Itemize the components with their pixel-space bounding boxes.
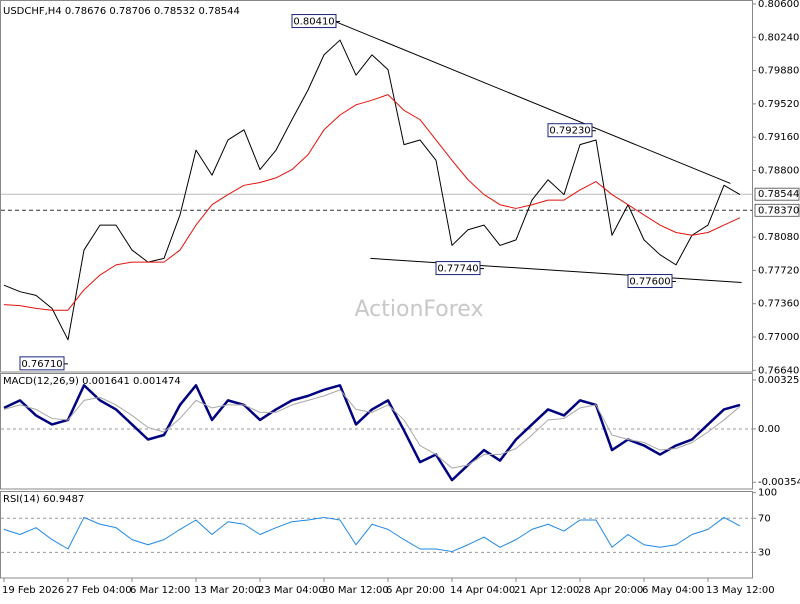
x-tick-label: 19 Feb 2026	[2, 585, 64, 596]
y-tick-label: 0.79160	[758, 132, 799, 143]
y-tick-label: 0.78800	[758, 166, 799, 177]
annotation-box	[627, 274, 673, 289]
series-line	[3, 94, 741, 311]
trendline	[335, 21, 731, 184]
annotation-label: 0.77600	[629, 277, 670, 288]
price-label-box	[754, 203, 800, 217]
x-tick-label: 6 Mar 12:00	[130, 585, 190, 596]
y-tick-label: 0.78080	[758, 232, 799, 243]
annotation-box	[547, 123, 593, 138]
y-tick-label: 0.77000	[758, 332, 799, 343]
annotation-label: 0.80410	[293, 17, 334, 28]
y-tick-label: 0.77720	[758, 265, 799, 276]
series-line	[3, 39, 741, 341]
y-tick-label: 0.80600	[758, 0, 799, 10]
annotation-box	[291, 14, 337, 29]
macd-title: MACD(12,26,9) 0.001641 0.001474	[3, 376, 181, 387]
x-tick-label: 21 Apr 12:00	[514, 585, 579, 596]
x-tick-label: 14 Apr 04:00	[450, 585, 515, 596]
y-tick-label: 0.77360	[758, 299, 799, 310]
macd-panel-frame	[0, 373, 753, 490]
y-tick-label: 0.79520	[758, 99, 799, 110]
annotation-label: 0.77740	[437, 264, 478, 275]
x-tick-label: 6 May 04:00	[642, 585, 704, 596]
annotation-box	[435, 261, 481, 276]
trendline	[370, 257, 742, 283]
price-label: 0.78370	[758, 205, 799, 216]
chart-title: USDCHF,H4 0.78676 0.78706 0.78532 0.7854…	[3, 6, 240, 17]
main-panel-frame	[0, 0, 753, 373]
y-tick-label: 0.79880	[758, 66, 799, 77]
annotation-box	[19, 356, 65, 371]
series-line	[3, 516, 741, 553]
x-tick-label: 6 Apr 20:00	[386, 585, 445, 596]
y-tick-label: 70	[758, 513, 771, 524]
y-tick-label: 0.00	[758, 424, 780, 435]
watermark: ActionForex	[355, 297, 484, 322]
series-line	[3, 384, 741, 482]
x-tick-label: 13 May 12:00	[706, 585, 775, 596]
x-tick-label: 30 Mar 12:00	[322, 585, 389, 596]
x-tick-label: 28 Apr 20:00	[578, 585, 643, 596]
y-tick-label: 0.80240	[758, 32, 799, 43]
price-label: 0.78544	[758, 189, 799, 200]
rsi-title: RSI(14) 60.9487	[3, 494, 84, 505]
y-tick-label: 100	[758, 488, 777, 499]
y-tick-label: 0.76640	[758, 365, 799, 376]
y-tick-label: -0.00354	[758, 477, 800, 488]
x-tick-label: 27 Feb 04:00	[66, 585, 132, 596]
series-line	[3, 389, 741, 469]
y-tick-label: 0.003256	[758, 375, 800, 386]
rsi-panel-frame	[0, 491, 753, 579]
y-tick-label: 30	[758, 547, 771, 558]
x-tick-label: 23 Mar 04:00	[258, 585, 325, 596]
annotation-label: 0.76710	[21, 359, 62, 370]
x-tick-label: 13 Mar 20:00	[194, 585, 261, 596]
price-label-box	[754, 187, 800, 201]
annotation-label: 0.79230	[549, 126, 590, 137]
